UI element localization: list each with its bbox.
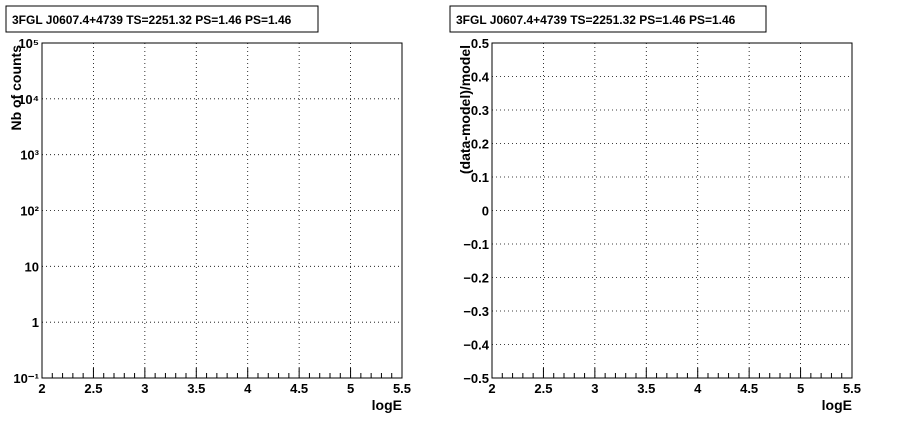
x-tick-label: 2.5 [534, 381, 552, 396]
x-tick-label: 4 [694, 381, 702, 396]
x-axis-title: logE [372, 397, 402, 413]
plot-frame [491, 42, 853, 379]
x-tick-label: 3.5 [637, 381, 655, 396]
x-tick-label: 2 [38, 381, 45, 396]
x-tick-label: 5.5 [393, 381, 411, 396]
y-axis-title: Nb of counts [8, 45, 24, 131]
y-axis-title: (data-model)/model [457, 45, 473, 174]
x-tick-label: 5.5 [843, 381, 861, 396]
x-tick-label: 5 [797, 381, 804, 396]
y-tick-label: 0.2 [471, 137, 489, 152]
x-tick-label: 4.5 [740, 381, 758, 396]
x-tick-label: 5 [347, 381, 354, 396]
panel-2 [449, 5, 853, 379]
x-tick-label: 3 [141, 381, 148, 396]
panel-title: 3FGL J0607.4+4739 TS=2251.32 PS=1.46 PS=… [12, 13, 292, 27]
y-tick-label: −0.5 [463, 371, 489, 386]
y-tick-label: 10 [25, 259, 39, 274]
y-tick-label: 10⁴ [18, 92, 39, 107]
x-tick-label: 3 [591, 381, 598, 396]
x-tick-label: 3.5 [187, 381, 205, 396]
y-tick-label: −0.3 [463, 304, 489, 319]
y-tick-label: −0.1 [463, 237, 489, 252]
y-tick-label: 10⁵ [18, 36, 39, 51]
y-tick-label: 10⁻¹ [13, 371, 39, 386]
y-tick-label: 0.5 [471, 36, 489, 51]
y-tick-label: −0.2 [463, 271, 489, 286]
x-tick-label: 2 [488, 381, 495, 396]
y-tick-label: 0.1 [471, 170, 489, 185]
x-axis-title: logE [822, 397, 852, 413]
y-tick-label: 0 [482, 204, 489, 219]
y-tick-label: −0.4 [463, 338, 489, 353]
title-box [5, 5, 319, 33]
x-tick-label: 4.5 [290, 381, 308, 396]
x-tick-label: 2.5 [84, 381, 102, 396]
y-tick-label: 10² [20, 204, 39, 219]
y-tick-label: 0.4 [471, 70, 490, 85]
x-tick-label: 4 [244, 381, 252, 396]
title-box [449, 5, 767, 33]
plot-frame [41, 42, 403, 379]
panel-1 [5, 5, 403, 379]
panel-title: 3FGL J0607.4+4739 TS=2251.32 PS=1.46 PS=… [456, 13, 736, 27]
y-tick-label: 1 [32, 315, 39, 330]
y-tick-label: 0.3 [471, 103, 489, 118]
y-tick-label: 10³ [20, 148, 39, 163]
